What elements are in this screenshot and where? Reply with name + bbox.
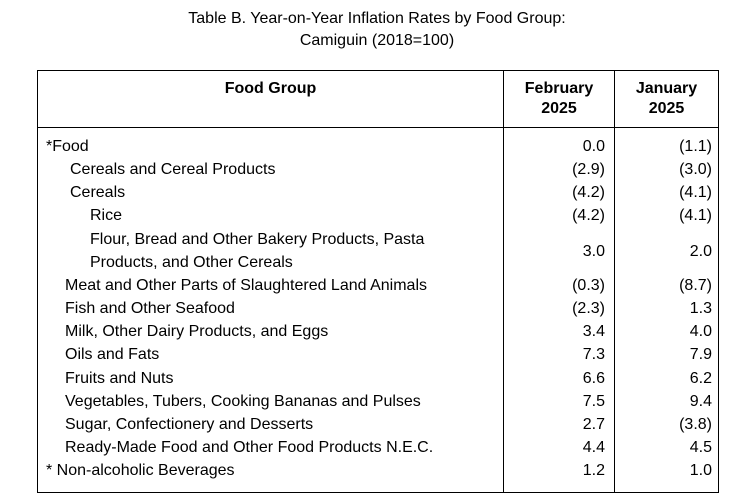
january-value: 7.9 (689, 346, 712, 363)
february-value: (2.3) (572, 300, 605, 317)
february-value: 3.0 (582, 243, 605, 260)
food-group-label: Ready-Made Food and Other Food Products … (65, 439, 434, 456)
column-divider (503, 71, 504, 492)
january-value: (3.0) (679, 161, 712, 178)
january-value: 9.4 (689, 393, 712, 410)
header-year: 2025 (648, 100, 685, 117)
table-subtitle: Camiguin (2018=100) (299, 32, 455, 49)
february-value: (0.3) (572, 277, 605, 294)
february-value: 7.3 (582, 346, 605, 363)
food-group-label: Cereals (70, 184, 126, 201)
column-divider (614, 71, 615, 492)
january-value: (1.1) (679, 138, 712, 155)
header-month: January (635, 80, 698, 97)
header-february-2025: February 2025 (504, 79, 614, 119)
header-january-2025: January 2025 (615, 79, 718, 119)
february-value: 1.2 (582, 462, 605, 479)
food-group-label: * Non-alcoholic Beverages (46, 462, 235, 479)
food-group-label: Cereals and Cereal Products (70, 161, 276, 178)
february-value: (4.2) (572, 207, 605, 224)
food-group-label-line1: Flour, Bread and Other Bakery Products, … (90, 231, 425, 248)
food-group-label: Meat and Other Parts of Slaughtered Land… (65, 277, 427, 294)
header-food-group: Food Group (224, 80, 317, 97)
february-value: 2.7 (582, 416, 605, 433)
food-group-label: Sugar, Confectionery and Desserts (65, 416, 314, 433)
january-value: 4.0 (689, 323, 712, 340)
header-month: February (524, 80, 594, 97)
february-value: 3.4 (582, 323, 605, 340)
food-group-label: Fruits and Nuts (65, 370, 174, 387)
food-group-label: Oils and Fats (65, 346, 160, 363)
january-value: 1.0 (689, 462, 712, 479)
table-row: Flour, Bread and Other Bakery Products, … (38, 228, 718, 274)
food-group-label: Fish and Other Seafood (65, 300, 235, 317)
food-group-label: Milk, Other Dairy Products, and Eggs (65, 323, 329, 340)
food-group-label: Rice (90, 207, 123, 224)
food-group-label-line2: Products, and Other Cereals (90, 254, 293, 271)
february-value: (4.2) (572, 184, 605, 201)
january-value: (3.8) (679, 416, 712, 433)
january-value: (4.1) (679, 184, 712, 201)
inflation-table: Food Group February 2025 January 2025 *F… (37, 70, 719, 493)
header-year: 2025 (541, 100, 577, 117)
february-value: (2.9) (572, 161, 605, 178)
january-value: (4.1) (679, 207, 712, 224)
february-value: 7.5 (582, 393, 605, 410)
january-value: 1.3 (689, 300, 712, 317)
january-value: (8.7) (679, 277, 712, 294)
february-value: 6.6 (582, 370, 605, 387)
food-group-label: Vegetables, Tubers, Cooking Bananas and … (65, 393, 421, 410)
january-value: 2.0 (689, 243, 712, 260)
february-value: 0.0 (582, 138, 605, 155)
january-value: 4.5 (689, 439, 712, 456)
february-value: 4.4 (582, 439, 605, 456)
header-divider (38, 127, 718, 128)
january-value: 6.2 (689, 370, 712, 387)
food-group-label: *Food (46, 138, 89, 155)
table-title: Table B. Year-on-Year Inflation Rates by… (188, 10, 566, 27)
